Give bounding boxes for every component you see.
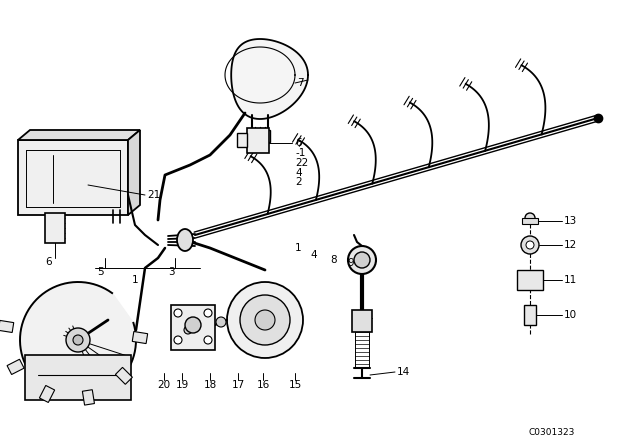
- Bar: [250, 130, 270, 142]
- Circle shape: [174, 336, 182, 344]
- Polygon shape: [20, 282, 136, 398]
- Text: 20: 20: [157, 380, 171, 390]
- Bar: [40, 385, 54, 402]
- Text: 17: 17: [232, 380, 244, 390]
- Bar: [25, 355, 131, 400]
- Bar: [0, 320, 13, 332]
- Circle shape: [73, 335, 83, 345]
- Circle shape: [185, 317, 201, 333]
- Text: 18: 18: [204, 380, 216, 390]
- Bar: [115, 367, 132, 384]
- Circle shape: [184, 326, 192, 334]
- Bar: [352, 310, 372, 332]
- Text: 21: 21: [147, 190, 160, 200]
- Text: C0301323: C0301323: [529, 427, 575, 436]
- Bar: [18, 140, 128, 215]
- Bar: [247, 128, 269, 153]
- Circle shape: [525, 213, 535, 223]
- Text: 15: 15: [289, 380, 301, 390]
- Circle shape: [216, 317, 226, 327]
- Bar: [517, 270, 543, 290]
- Ellipse shape: [177, 229, 193, 251]
- Bar: [83, 390, 95, 405]
- Text: 2: 2: [295, 177, 301, 187]
- Circle shape: [66, 328, 90, 352]
- Text: 1: 1: [132, 275, 139, 285]
- Text: 6: 6: [295, 138, 301, 148]
- Text: 6: 6: [45, 257, 52, 267]
- Circle shape: [521, 236, 539, 254]
- Text: 13: 13: [564, 216, 577, 226]
- Text: -1: -1: [295, 148, 305, 158]
- Text: 14: 14: [397, 367, 410, 377]
- Circle shape: [526, 241, 534, 249]
- Text: 11: 11: [564, 275, 577, 285]
- Text: 12: 12: [564, 240, 577, 250]
- Circle shape: [348, 246, 376, 274]
- Bar: [522, 218, 538, 224]
- Circle shape: [255, 310, 275, 330]
- Circle shape: [227, 282, 303, 358]
- Circle shape: [354, 252, 370, 268]
- Text: 7: 7: [297, 78, 303, 88]
- Polygon shape: [18, 130, 140, 140]
- Bar: [45, 213, 65, 243]
- Text: 5: 5: [97, 267, 104, 277]
- Bar: [524, 305, 536, 325]
- Text: 10: 10: [564, 310, 577, 320]
- Text: 22: 22: [295, 158, 308, 168]
- Text: 8: 8: [330, 255, 337, 265]
- Bar: [7, 359, 24, 375]
- Text: 16: 16: [257, 380, 269, 390]
- Circle shape: [204, 309, 212, 317]
- Polygon shape: [231, 39, 308, 119]
- Bar: [237, 133, 247, 147]
- Bar: [171, 305, 215, 350]
- Polygon shape: [128, 130, 140, 215]
- Circle shape: [240, 295, 290, 345]
- Circle shape: [174, 309, 182, 317]
- Text: 19: 19: [175, 380, 189, 390]
- Text: 3: 3: [168, 267, 175, 277]
- Text: 1: 1: [295, 243, 301, 253]
- Text: 4: 4: [310, 250, 317, 260]
- Text: 4: 4: [295, 168, 301, 178]
- Bar: [132, 332, 148, 344]
- Circle shape: [204, 336, 212, 344]
- Text: 9: 9: [347, 258, 354, 268]
